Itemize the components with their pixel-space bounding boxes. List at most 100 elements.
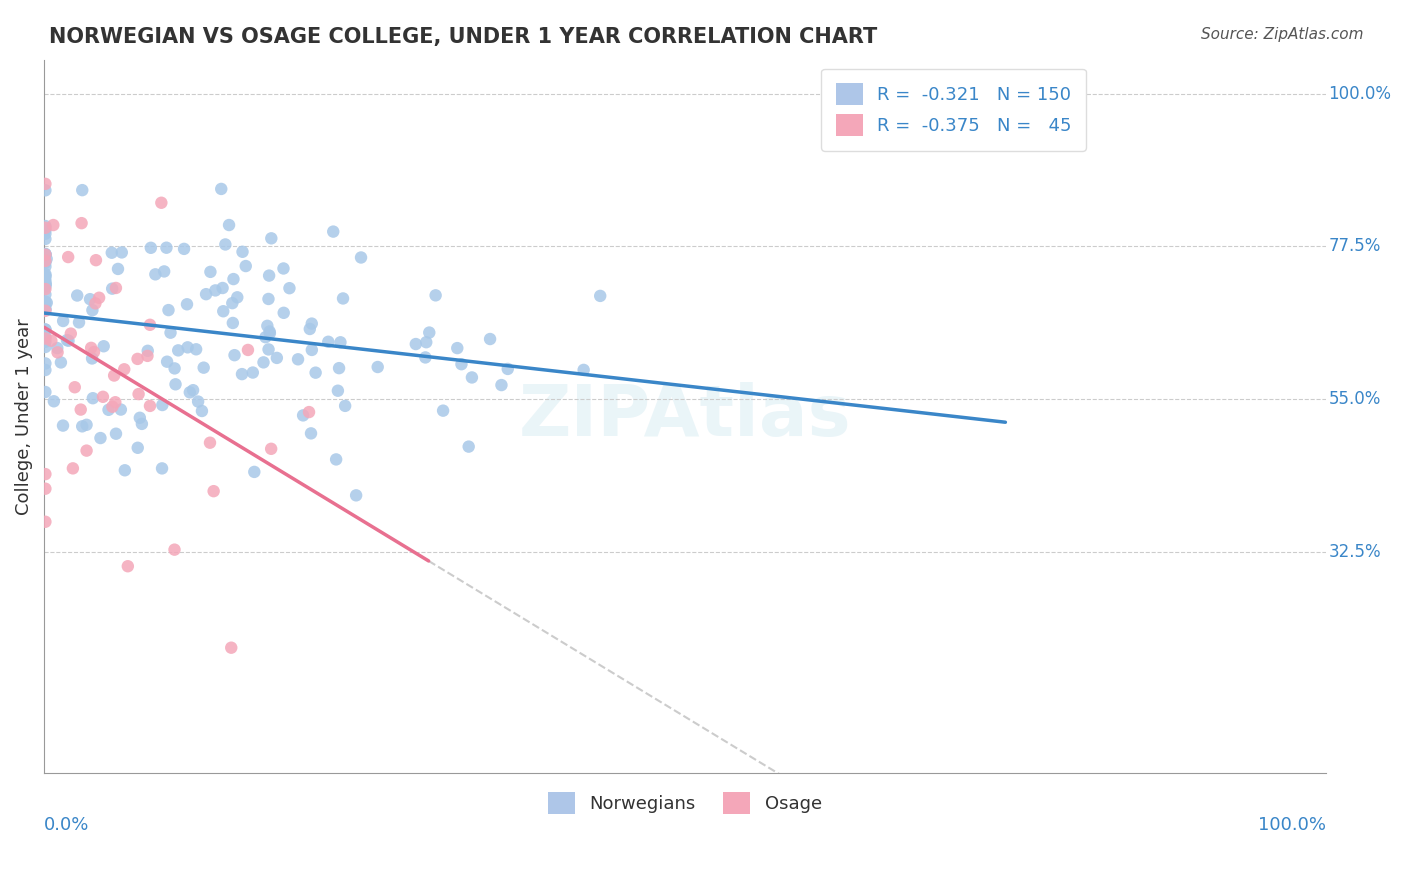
Point <box>34 277 56 291</box>
Point <box>425 288 447 302</box>
Text: NORWEGIAN VS OSAGE COLLEGE, UNDER 1 YEAR CORRELATION CHART: NORWEGIAN VS OSAGE COLLEGE, UNDER 1 YEAR… <box>49 27 877 46</box>
Point <box>72 183 94 197</box>
Point <box>69 402 91 417</box>
Point <box>139 318 162 332</box>
Point <box>350 251 373 265</box>
Text: 0.0%: 0.0% <box>44 816 90 834</box>
Text: 100.0%: 100.0% <box>1329 85 1392 103</box>
Point <box>450 357 472 371</box>
Point <box>34 302 56 317</box>
Point <box>333 399 356 413</box>
Point <box>496 362 519 376</box>
Point <box>93 339 115 353</box>
Point <box>257 268 280 283</box>
Text: 100.0%: 100.0% <box>1258 816 1326 834</box>
Point <box>299 426 322 441</box>
Point <box>34 384 56 399</box>
Point <box>572 363 595 377</box>
Point <box>219 640 242 655</box>
Point <box>173 242 195 256</box>
Point <box>127 441 149 455</box>
Point <box>34 177 56 191</box>
Point <box>34 260 56 274</box>
Point <box>176 340 198 354</box>
Point <box>231 244 253 259</box>
Point <box>195 287 218 301</box>
Point <box>298 322 321 336</box>
Y-axis label: College, Under 1 year: College, Under 1 year <box>15 318 32 515</box>
Legend: Norwegians, Osage: Norwegians, Osage <box>534 778 837 829</box>
Point <box>82 303 104 318</box>
Point <box>49 355 72 369</box>
Point <box>117 559 139 574</box>
Point <box>218 218 240 232</box>
Point <box>42 394 65 409</box>
Point <box>103 368 125 383</box>
Point <box>257 343 280 357</box>
Point <box>243 465 266 479</box>
Text: 55.0%: 55.0% <box>1329 391 1381 409</box>
Point <box>176 297 198 311</box>
Point <box>226 290 249 304</box>
Point <box>163 542 186 557</box>
Point <box>167 343 190 358</box>
Point <box>222 316 245 330</box>
Point <box>34 247 56 261</box>
Point <box>84 296 107 310</box>
Point <box>316 334 339 349</box>
Point <box>34 363 56 377</box>
Point <box>157 303 180 318</box>
Point <box>76 417 98 432</box>
Point <box>432 403 454 417</box>
Point <box>34 334 56 349</box>
Point <box>34 322 56 336</box>
Point <box>259 325 281 339</box>
Point <box>34 248 56 262</box>
Point <box>34 322 56 336</box>
Point <box>80 351 103 366</box>
Point <box>418 326 440 340</box>
Point <box>326 384 349 398</box>
Point <box>42 218 65 232</box>
Point <box>224 348 246 362</box>
Point <box>222 272 245 286</box>
Point <box>34 220 56 235</box>
Point <box>145 268 167 282</box>
Point <box>191 404 214 418</box>
Point <box>159 326 181 340</box>
Point <box>34 329 56 343</box>
Point <box>100 245 122 260</box>
Point <box>231 367 253 381</box>
Point <box>150 398 173 412</box>
Point <box>34 303 56 318</box>
Point <box>58 334 80 348</box>
Point <box>34 183 56 197</box>
Point <box>111 245 134 260</box>
Point <box>242 366 264 380</box>
Point <box>52 314 75 328</box>
Point <box>446 341 468 355</box>
Point <box>34 294 56 309</box>
Point <box>70 216 93 230</box>
Point <box>83 345 105 359</box>
Point <box>34 515 56 529</box>
Point <box>266 351 288 365</box>
Point <box>165 377 187 392</box>
Point <box>97 402 120 417</box>
Point <box>34 219 56 233</box>
Point <box>70 419 93 434</box>
Point <box>153 264 176 278</box>
Text: ZIPAtlas: ZIPAtlas <box>519 382 851 450</box>
Point <box>35 252 58 266</box>
Point <box>212 304 235 318</box>
Point <box>252 355 274 369</box>
Point <box>34 232 56 246</box>
Point <box>89 431 111 445</box>
Point <box>112 362 135 376</box>
Point <box>34 248 56 262</box>
Point <box>34 273 56 287</box>
Point <box>136 343 159 358</box>
Point <box>101 400 124 414</box>
Point <box>344 488 367 502</box>
Point <box>79 292 101 306</box>
